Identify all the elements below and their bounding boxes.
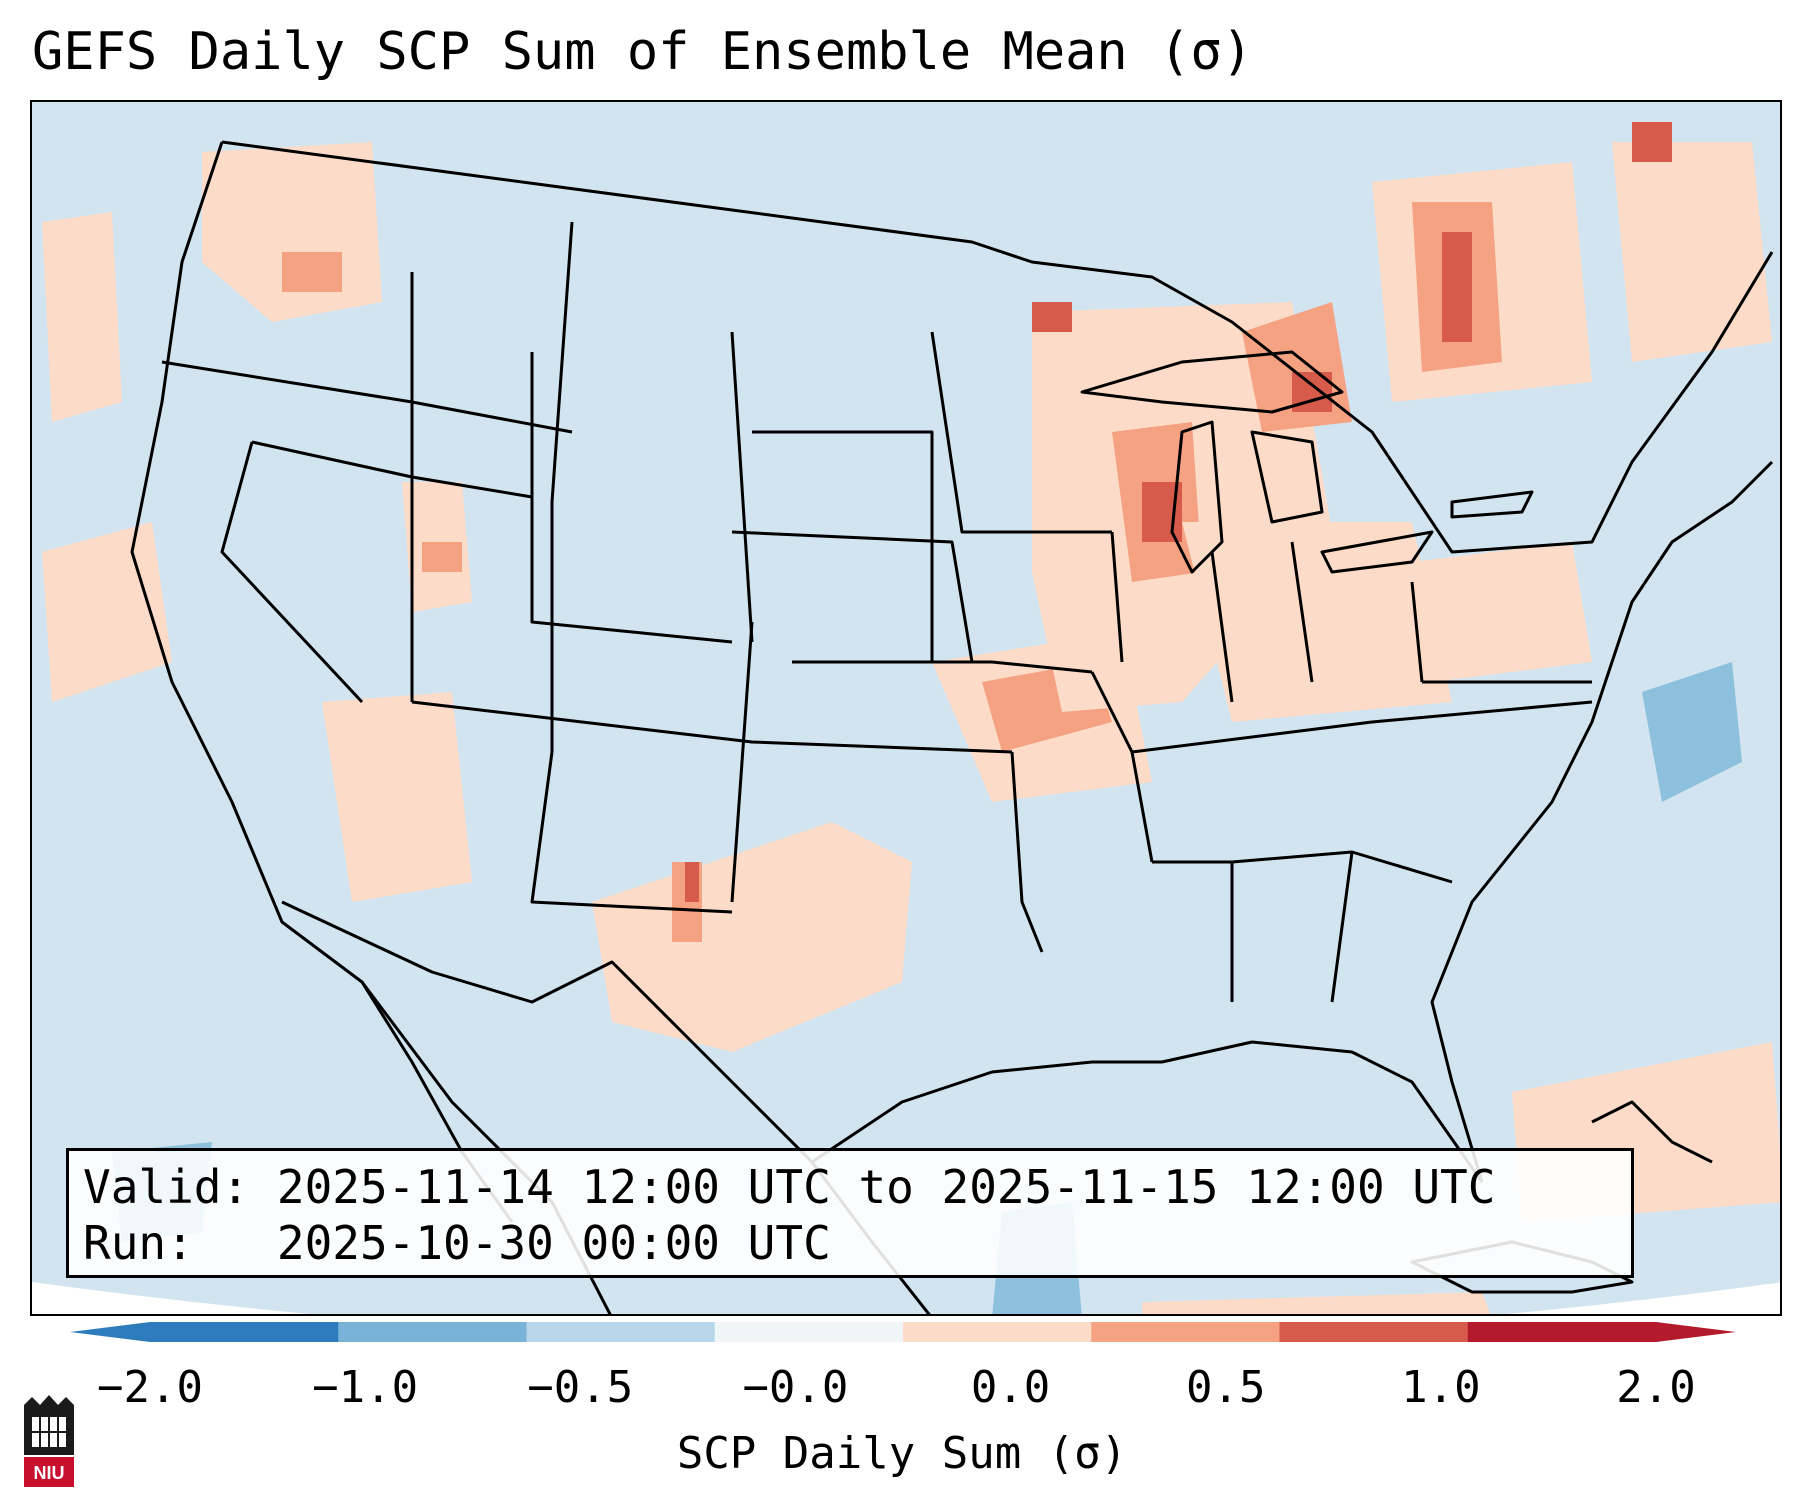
- niu-logo-icon: NIU: [24, 1395, 74, 1487]
- bahamas: [1591, 1100, 1713, 1164]
- colorbar-tick-label: 0.5: [1185, 1362, 1266, 1413]
- state-line-ok-ar: [1010, 751, 1044, 953]
- us-canada-border: [221, 140, 1774, 554]
- colorbar-tick-label: −1.0: [312, 1362, 419, 1413]
- west-coast: [130, 141, 514, 1223]
- field-nm-high: [685, 862, 699, 902]
- colorbar-tick-label: −0.0: [742, 1362, 849, 1413]
- state-line-nm: [530, 751, 733, 914]
- colorbar-segment: [150, 1322, 339, 1342]
- run-value: 2025-10-30 00:00 UTC: [276, 1216, 831, 1270]
- boundaries: [130, 140, 1774, 1314]
- field-ohio: [1182, 522, 1452, 722]
- colorbar-tick-label: 1.0: [1401, 1362, 1481, 1413]
- state-line-co-ks: [730, 621, 754, 903]
- colorbar-segments: [150, 1322, 1657, 1342]
- colorbar-tick-label: 0.0: [970, 1362, 1051, 1413]
- gulf-coast: [811, 1040, 1484, 1183]
- state-line-ks-mo: [792, 660, 1093, 674]
- field-pnw-mid: [282, 252, 342, 292]
- field-utah-mid: [422, 542, 462, 572]
- lake-huron: [1250, 430, 1324, 524]
- colorbar-label: SCP Daily Sum (σ): [676, 1428, 1128, 1479]
- us-mexico-border: [281, 900, 814, 1164]
- field-pa: [1412, 542, 1592, 682]
- colorbar-segment: [714, 1322, 904, 1342]
- east-coast: [1430, 460, 1774, 1183]
- colorbar-segment: [338, 1322, 527, 1342]
- field-pacific: [42, 212, 122, 422]
- state-line-wy: [530, 352, 733, 644]
- scp-map: [32, 102, 1780, 1314]
- field-atlantic-neg: [1642, 662, 1742, 802]
- state-line-nd-sd: [730, 331, 754, 643]
- state-line-tn-ky: [1131, 700, 1593, 754]
- field-maritimes-high: [1632, 122, 1672, 162]
- valid-value: 2025-11-14 12:00 UTC to 2025-11-15 12:00…: [276, 1160, 1496, 1214]
- colorbar-tick-label: −2.0: [97, 1362, 203, 1413]
- scp-positive-field: [42, 122, 1780, 1314]
- state-line-ca-nv: [220, 441, 364, 704]
- state-line-az-nm: [411, 700, 1013, 754]
- lake-superior: [1080, 350, 1344, 414]
- field-ca-coast: [42, 522, 172, 702]
- info-box: Valid: 2025-11-14 12:00 UTC to 2025-11-1…: [66, 1148, 1634, 1278]
- map-frame: [30, 100, 1782, 1316]
- field-southwest: [322, 692, 472, 902]
- state-line-in: [1210, 551, 1234, 703]
- lake-erie: [1320, 530, 1434, 574]
- state-line-ga: [1330, 851, 1354, 1003]
- field-mn-high: [1032, 302, 1072, 332]
- colorbar-segment: [903, 1322, 1092, 1342]
- projection-edge: [32, 1282, 1780, 1314]
- colorbar: [70, 1322, 1736, 1342]
- colorbar-segment: [1467, 1322, 1657, 1342]
- colorbar-segment: [1279, 1322, 1469, 1342]
- colorbar-tick-label: −0.5: [527, 1362, 634, 1413]
- run-label: Run:: [83, 1216, 194, 1270]
- map-title: GEFS Daily SCP Sum of Ensemble Mean (σ): [32, 22, 1253, 82]
- state-line-mt-id: [550, 221, 574, 752]
- valid-label: Valid:: [83, 1160, 250, 1214]
- state-line-mn-ia: [930, 331, 1112, 534]
- state-line-pa: [1410, 581, 1424, 683]
- colorbar-extend-left: [70, 1322, 150, 1342]
- state-line-il: [1110, 531, 1124, 663]
- svg-text:NIU: NIU: [34, 1463, 65, 1483]
- state-line-oh: [1290, 541, 1314, 683]
- lake-michigan: [1170, 420, 1224, 574]
- state-line-ms-ga: [1152, 850, 1453, 884]
- field-quebec-high: [1442, 232, 1472, 342]
- colorbar-segment: [526, 1322, 716, 1342]
- state-line-sd-ne: [752, 430, 934, 662]
- colorbar-extend-right: [1656, 1322, 1736, 1342]
- field-caribbean: [1142, 1292, 1491, 1314]
- colorbar-segment: [1091, 1322, 1280, 1342]
- state-line-ne-ks: [731, 530, 974, 663]
- lake-ontario: [1450, 490, 1534, 519]
- field-maritimes: [1612, 142, 1772, 362]
- colorbar-tick-label: 2.0: [1616, 1362, 1696, 1413]
